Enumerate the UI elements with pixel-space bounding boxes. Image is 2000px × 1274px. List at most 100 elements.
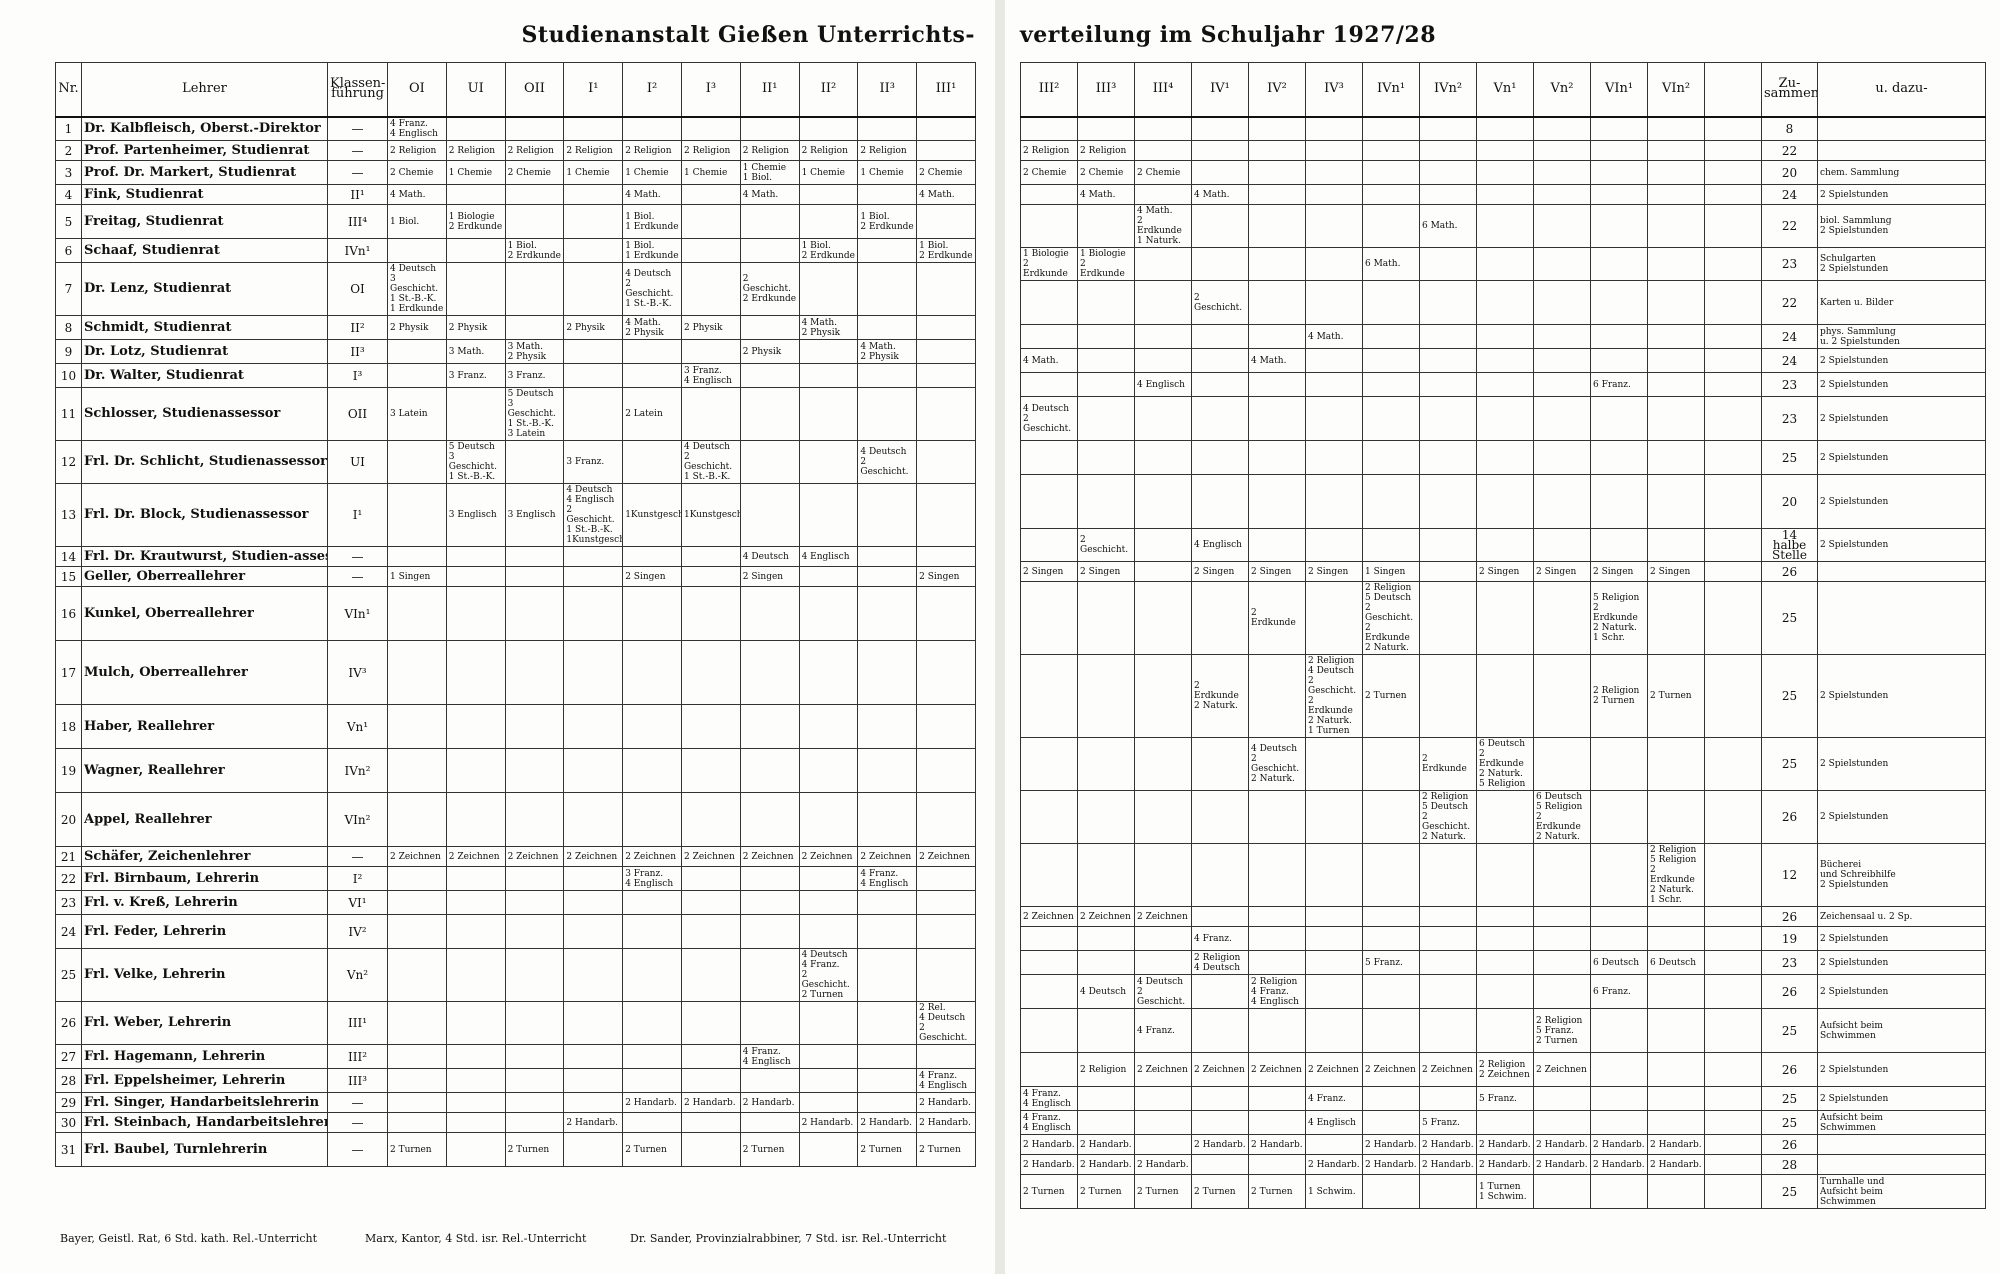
lesson-cell — [1704, 396, 1762, 441]
extra-duties: Karten u. Bilder — [1817, 280, 1986, 325]
lesson-cell — [1134, 280, 1192, 325]
lesson-cell — [1020, 974, 1078, 1009]
class-lead: — — [327, 1132, 388, 1167]
lesson-cell — [1020, 581, 1078, 655]
lesson-cell: 2 Handarb. — [680, 1092, 741, 1113]
table-row: 7 Dr. Lenz, Studienrat OI 4 Deutsch 3 Gesch… — [55, 262, 976, 316]
lesson-cell — [1362, 1174, 1420, 1209]
lesson-cell — [563, 914, 624, 949]
lesson-cell: 2 Religion — [622, 140, 682, 161]
lesson-cell — [916, 483, 976, 547]
lesson-cell — [680, 238, 741, 263]
footer-note-bayer: Bayer, Geistl. Rat, 6 Std. kath. Rel.-Un… — [60, 1232, 318, 1245]
lesson-cell — [563, 792, 624, 847]
lesson-cell — [1191, 348, 1249, 373]
lesson-cell — [1704, 474, 1762, 529]
lesson-cell: 4 Deutsch — [1077, 974, 1135, 1009]
lesson-cell: 2 Handarb. — [1419, 1154, 1477, 1175]
lesson-cell: 5 Franz. — [1362, 950, 1420, 975]
extra-duties: 2 Spielstunden — [1817, 372, 1986, 397]
lesson-cell — [798, 440, 859, 484]
lesson-cell — [1362, 528, 1420, 562]
lesson-cell — [1305, 974, 1363, 1009]
lesson-cell: 2 Handarb. — [1590, 1134, 1648, 1155]
teacher-name: Schäfer, Zeichenlehrer — [81, 846, 328, 867]
lesson-cell: 1 Biol. 2 Erdkunde — [504, 238, 565, 263]
lesson-cell — [504, 1112, 565, 1133]
class-lead: II³ — [327, 339, 388, 364]
lesson-cell — [1590, 184, 1648, 205]
lesson-cell — [622, 748, 682, 793]
lesson-cell — [445, 1132, 506, 1167]
table-row: 4 Franz. 4 Englisch 4 Franz. 5 Franz. 25 2 S… — [1020, 1086, 1986, 1111]
column-header: Nr. — [55, 62, 82, 117]
lesson-cell — [1077, 790, 1135, 844]
lesson-cell: 1 Biol. 2 Erdkunde — [857, 204, 918, 239]
teacher-name: Wagner, Reallehrer — [81, 748, 328, 793]
table-row: 2 Religion 2 Zeichnen 2 Zeichnen 2 Zeichnen… — [1020, 1052, 1986, 1087]
lesson-cell: 4 Franz. 4 Englisch — [739, 1044, 800, 1069]
lesson-cell: 2 Singen — [622, 566, 682, 587]
lesson-cell: 2 Handarb. — [1077, 1134, 1135, 1155]
lesson-cell — [1419, 974, 1477, 1009]
lesson-cell — [1191, 843, 1249, 907]
lesson-cell — [916, 339, 976, 364]
lesson-cell: 2 Geschicht. 2 Erdkunde — [739, 262, 800, 316]
lesson-cell — [1362, 280, 1420, 325]
lesson-cell: 2 Zeichnen — [1362, 1052, 1420, 1087]
column-header: VIn¹ — [1590, 62, 1648, 117]
row-number: 31 — [55, 1132, 82, 1167]
lesson-cell — [1476, 843, 1534, 907]
lesson-cell — [1248, 140, 1306, 161]
table-row: 13 Frl. Dr. Block, Studienassessor I¹ 3 Eng… — [55, 483, 976, 547]
lesson-cell: 2 Turnen — [504, 1132, 565, 1167]
lesson-cell — [563, 116, 624, 141]
lesson-cell: 2 Singen — [1020, 561, 1078, 582]
lesson-cell — [622, 1001, 682, 1045]
lesson-cell — [1476, 1110, 1534, 1135]
lesson-cell — [1419, 561, 1477, 582]
column-header: I² — [622, 62, 682, 117]
table-row: 5 Freitag, Studienrat III⁴ 1 Biol. 1 Biologi… — [55, 204, 976, 239]
lesson-cell — [1362, 843, 1420, 907]
lesson-cell — [798, 866, 859, 891]
table-row: 19 Wagner, Reallehrer IVn² — [55, 748, 976, 793]
teacher-name: Dr. Kalbfleisch, Oberst.-Direktor — [81, 116, 328, 141]
lesson-cell — [739, 363, 800, 388]
row-number: 21 — [55, 846, 82, 867]
lesson-cell — [1020, 184, 1078, 205]
lesson-cell: 2 Zeichnen — [1191, 1052, 1249, 1087]
row-number: 11 — [55, 387, 82, 441]
lesson-cell — [857, 948, 918, 1002]
lesson-cell: 2 Zeichnen — [916, 846, 976, 867]
lesson-cell — [1419, 280, 1477, 325]
lesson-cell: 2 Religion 4 Franz. 4 Englisch — [1248, 974, 1306, 1009]
lesson-cell — [1704, 280, 1762, 325]
lesson-cell — [622, 1044, 682, 1069]
lesson-cell — [916, 387, 976, 441]
lesson-cell — [857, 262, 918, 316]
lesson-cell — [1020, 950, 1078, 975]
lesson-cell: 4 Math. — [622, 184, 682, 205]
lesson-cell — [504, 948, 565, 1002]
lesson-cell — [1533, 906, 1591, 927]
column-header: IV² — [1248, 62, 1306, 117]
lesson-cell — [1077, 1008, 1135, 1053]
lesson-cell — [739, 116, 800, 141]
lesson-cell — [1248, 528, 1306, 562]
lesson-cell — [1533, 160, 1591, 185]
lesson-cell — [798, 586, 859, 641]
lesson-cell: 2 Handarb. — [916, 1112, 976, 1133]
lesson-cell — [387, 1112, 447, 1133]
lesson-cell — [1305, 1134, 1363, 1155]
lesson-cell: 2 Singen — [1305, 561, 1363, 582]
total-hours: 26 — [1761, 561, 1818, 582]
total-hours: 25 — [1761, 1086, 1818, 1111]
lesson-cell: 3 Franz. — [445, 363, 506, 388]
lesson-cell — [680, 866, 741, 891]
lesson-cell — [1305, 906, 1363, 927]
lesson-cell: 2 Zeichnen — [680, 846, 741, 867]
right-page: verteilung im Schuljahr 1927/28 III² III³… — [1005, 0, 2000, 1274]
lesson-cell — [1590, 926, 1648, 951]
lesson-cell — [916, 315, 976, 340]
